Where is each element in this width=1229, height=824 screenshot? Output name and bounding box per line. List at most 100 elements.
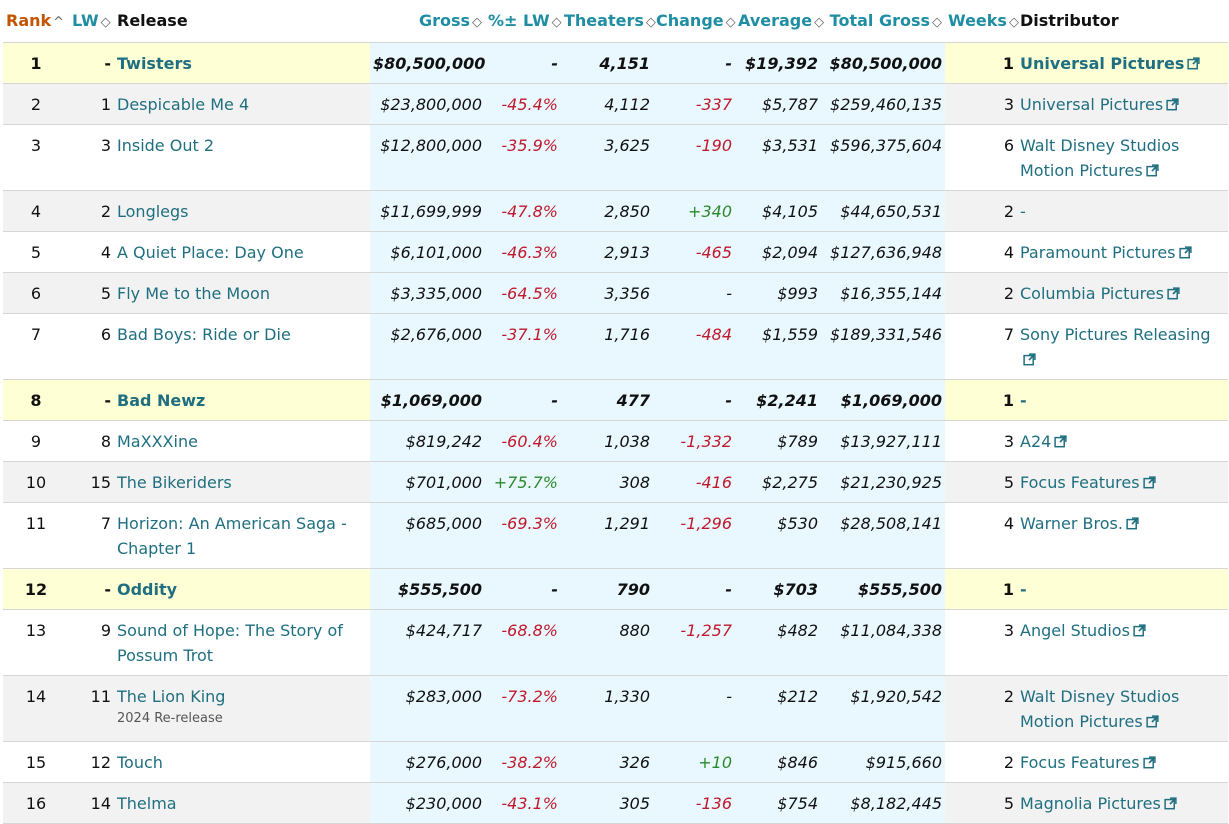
- external-link-icon[interactable]: [1133, 623, 1146, 637]
- distributor-link[interactable]: Walt Disney Studios Motion Pictures: [1020, 686, 1180, 731]
- gross-cell: $276,000: [370, 740, 485, 782]
- external-link-icon[interactable]: [1146, 163, 1159, 177]
- release-link[interactable]: Sound of Hope: The Story of Possum Trot: [117, 620, 343, 665]
- theater-change-cell: -: [653, 674, 735, 741]
- average-cell: $2,275: [735, 460, 821, 502]
- column-header-theaters[interactable]: Theaters ◇: [561, 0, 656, 43]
- pct-change-cell: -73.2%: [485, 674, 561, 741]
- distributor-link[interactable]: Universal Pictures: [1020, 53, 1185, 73]
- distributor-link[interactable]: Warner Bros.: [1020, 513, 1123, 533]
- release-link[interactable]: Fly Me to the Moon: [117, 283, 270, 303]
- release-link[interactable]: Longlegs: [117, 201, 189, 221]
- distributor-link[interactable]: A24: [1020, 431, 1052, 451]
- total-gross-cell: $596,375,604: [821, 123, 945, 190]
- column-header-distributor[interactable]: Distributor: [1017, 0, 1228, 43]
- gross-cell: $80,500,000: [370, 41, 485, 83]
- release-link[interactable]: Despicable Me 4: [117, 94, 250, 114]
- total-gross-cell: $1,069,000: [821, 378, 945, 420]
- external-link-icon[interactable]: [1142, 755, 1156, 769]
- distributor-link[interactable]: Walt Disney Studios Motion Pictures: [1020, 135, 1180, 180]
- theaters-cell: 790: [561, 567, 653, 609]
- release-link[interactable]: Twisters: [117, 53, 192, 73]
- average-cell: $212: [735, 674, 821, 741]
- release-link[interactable]: The Lion King: [117, 686, 226, 706]
- box-office-table: Rank ^ LW ◇ Release Gross ◇ %± LW ◇ Theaters…: [3, 0, 1228, 824]
- distributor-link: -: [1020, 579, 1027, 599]
- rank-cell: 13: [3, 608, 69, 675]
- weeks-cell: 5: [945, 781, 1017, 824]
- distributor-cell: -: [1017, 567, 1228, 609]
- column-header-weeks[interactable]: Weeks ◇: [945, 0, 1019, 43]
- column-header-pct-lw[interactable]: %± LW ◇: [485, 0, 562, 43]
- pct-change-cell: -43.1%: [485, 781, 561, 824]
- sort-arrows-icon: ◇: [814, 15, 825, 31]
- sort-arrows-icon: ◇: [100, 15, 111, 31]
- distributor-link[interactable]: Magnolia Pictures: [1020, 793, 1161, 813]
- release-link[interactable]: Inside Out 2: [117, 135, 214, 155]
- average-cell: $19,392: [735, 41, 821, 83]
- table-row: 9 8 MaXXXine $819,242 -60.4% 1,038 -1,332 $789 $…: [3, 419, 1228, 461]
- theater-change-cell: -1,296: [653, 501, 735, 568]
- column-header-release[interactable]: Release: [114, 0, 370, 43]
- external-link-icon[interactable]: [1187, 56, 1201, 70]
- distributor-link[interactable]: Focus Features: [1020, 472, 1140, 492]
- release-link[interactable]: Oddity: [117, 579, 178, 599]
- theaters-cell: 3,625: [561, 123, 653, 190]
- theater-change-cell: -190: [653, 123, 735, 190]
- release-link[interactable]: The Bikeriders: [117, 472, 232, 492]
- last-week-cell: 4: [69, 230, 114, 272]
- gross-cell: $12,800,000: [370, 123, 485, 190]
- column-header-gross[interactable]: Gross ◇: [370, 0, 485, 43]
- release-link[interactable]: Thelma: [117, 793, 177, 813]
- rank-cell: 8: [3, 378, 69, 420]
- distributor-link[interactable]: Angel Studios: [1020, 620, 1130, 640]
- release-link[interactable]: Bad Newz: [117, 390, 206, 410]
- external-link-icon[interactable]: [1164, 796, 1177, 810]
- distributor-link[interactable]: Paramount Pictures: [1020, 242, 1176, 262]
- external-link-icon[interactable]: [1167, 286, 1180, 300]
- table-row: 13 9 Sound of Hope: The Story of Possum Tr…: [3, 608, 1228, 675]
- weeks-cell: 4: [945, 501, 1017, 568]
- release-cell: Despicable Me 4: [114, 82, 370, 124]
- external-link-icon[interactable]: [1023, 352, 1036, 366]
- pct-change-cell: +75.7%: [485, 460, 561, 502]
- release-link[interactable]: MaXXXine: [117, 431, 198, 451]
- external-link-icon[interactable]: [1142, 475, 1156, 489]
- theater-change-cell: -416: [653, 460, 735, 502]
- release-link[interactable]: A Quiet Place: Day One: [117, 242, 304, 262]
- pct-change-cell: -38.2%: [485, 740, 561, 782]
- external-link-icon[interactable]: [1178, 245, 1192, 259]
- rank-cell: 16: [3, 781, 69, 824]
- theater-change-cell: +340: [653, 189, 735, 231]
- external-link-icon[interactable]: [1126, 516, 1139, 530]
- distributor-link[interactable]: Columbia Pictures: [1020, 283, 1164, 303]
- average-cell: $3,531: [735, 123, 821, 190]
- gross-cell: $555,500: [370, 567, 485, 609]
- weeks-cell: 6: [945, 123, 1017, 190]
- average-cell: $846: [735, 740, 821, 782]
- external-link-icon[interactable]: [1166, 97, 1179, 111]
- column-header-total-gross[interactable]: Total Gross ◇: [821, 0, 945, 43]
- total-gross-cell: $80,500,000: [821, 41, 945, 83]
- average-cell: $5,787: [735, 82, 821, 124]
- gross-cell: $230,000: [370, 781, 485, 824]
- theater-change-cell: -484: [653, 312, 735, 379]
- distributor-link[interactable]: Universal Pictures: [1020, 94, 1164, 114]
- column-header-average[interactable]: Average ◇: [735, 0, 825, 43]
- distributor-link[interactable]: Focus Features: [1020, 752, 1140, 772]
- release-link[interactable]: Horizon: An American Saga - Chapter 1: [117, 513, 347, 558]
- average-cell: $2,094: [735, 230, 821, 272]
- column-header-change[interactable]: Change ◇: [653, 0, 736, 43]
- release-link[interactable]: Touch: [117, 752, 163, 772]
- column-header-rank[interactable]: Rank ^: [3, 0, 69, 43]
- external-link-icon[interactable]: [1146, 714, 1159, 728]
- release-link[interactable]: Bad Boys: Ride or Die: [117, 324, 291, 344]
- rank-cell: 11: [3, 501, 69, 568]
- table-row: 10 15 The Bikeriders $701,000 +75.7% 308 -416 $…: [3, 460, 1228, 502]
- table-row: 2 1 Despicable Me 4 $23,800,000 -45.4% 4,112-…: [3, 82, 1228, 124]
- column-header-lw[interactable]: LW ◇: [69, 0, 114, 43]
- distributor-cell: Magnolia Pictures: [1017, 781, 1228, 824]
- external-link-icon[interactable]: [1054, 434, 1067, 448]
- distributor-link[interactable]: Sony Pictures Releasing: [1020, 324, 1211, 344]
